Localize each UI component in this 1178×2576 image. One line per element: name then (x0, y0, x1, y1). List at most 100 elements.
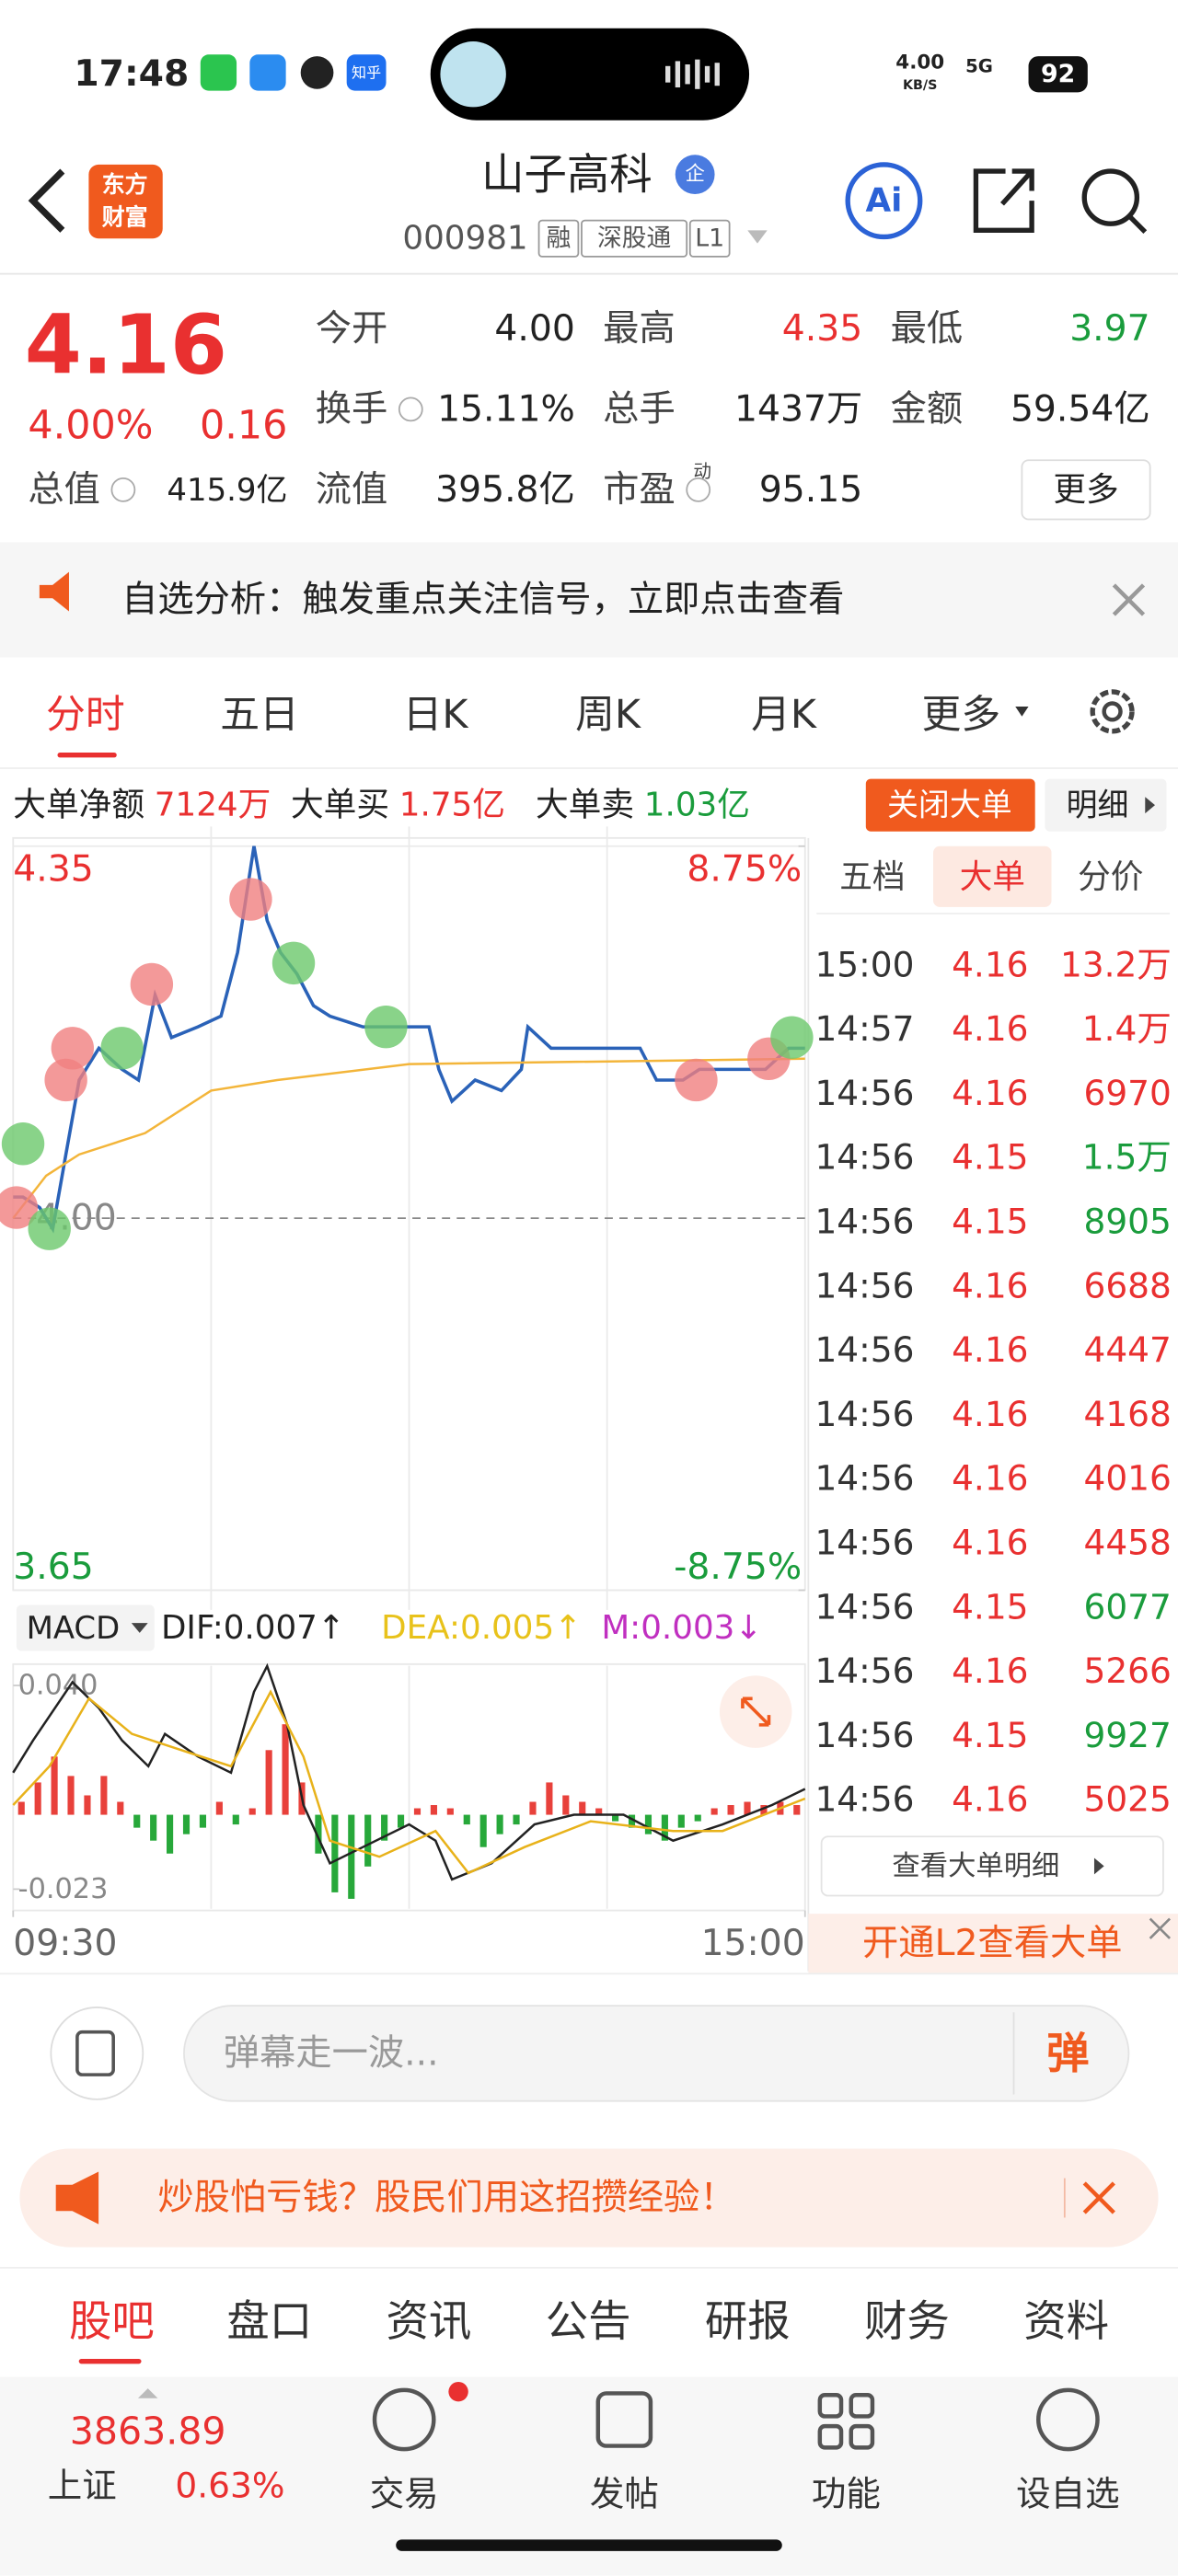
chart-tab[interactable]: 更多 (922, 692, 1001, 738)
macd-bar (51, 1756, 58, 1815)
macd-bar (397, 1814, 405, 1828)
big-order-marker (1, 1122, 45, 1166)
more-button[interactable] (1021, 459, 1151, 521)
big-order-marker (364, 1005, 408, 1049)
indicator-name[interactable]: MACD (27, 1610, 121, 1646)
index-value: 3863.89 (70, 2409, 226, 2454)
comment-icon[interactable] (50, 2007, 144, 2100)
macd-bar (727, 1805, 734, 1815)
expand-icon (741, 1696, 771, 1727)
ad-banner[interactable] (19, 2148, 1159, 2248)
macd-bar (348, 1814, 355, 1899)
notice-bar[interactable] (0, 542, 1178, 658)
bottom-tab[interactable]: 财务 (864, 2296, 950, 2346)
close-notice[interactable] (1112, 583, 1146, 616)
side-tab[interactable]: 分价 (1078, 858, 1143, 896)
close-ad[interactable] (1082, 2181, 1115, 2214)
series-line (12, 1057, 805, 1219)
divider (0, 1972, 1178, 1975)
app-icon (346, 54, 387, 91)
app-icon (200, 54, 237, 91)
trade-price: 4.16 (952, 1329, 1028, 1370)
big-order-label: 大单买 (291, 787, 389, 824)
caret (1145, 797, 1156, 814)
net-speed: 4.00 (895, 52, 944, 75)
comment-input[interactable] (183, 2005, 1130, 2102)
macd-bar (100, 1776, 108, 1815)
logo-text: 财富 (102, 204, 148, 231)
nav-label[interactable]: 发帖 (590, 2473, 659, 2513)
back-button[interactable] (28, 168, 65, 233)
change-pct: 4.00% (28, 403, 153, 449)
chart-tab[interactable]: 分时 (46, 692, 125, 738)
trade-time: 14:56 (814, 1265, 914, 1305)
bottom-tab[interactable]: 股吧 (69, 2296, 155, 2346)
y2-tick-label: 8.75% (687, 848, 802, 890)
trades-more-label[interactable]: 查看大单明细 (892, 1850, 1059, 1882)
trade-icon[interactable] (372, 2387, 436, 2452)
big-order-value: 1.03亿 (644, 787, 750, 824)
trade-time: 14:56 (814, 1394, 914, 1434)
ai-button[interactable] (845, 162, 923, 240)
trade-volume: 5025 (1083, 1779, 1171, 1820)
more-button-label[interactable]: 更多 (1053, 471, 1118, 509)
detail-label[interactable]: 明细 (1067, 788, 1129, 823)
share-button[interactable] (973, 168, 1034, 233)
l2-banner[interactable] (808, 1914, 1178, 1973)
caret (137, 2388, 158, 2398)
detail-button[interactable] (1045, 778, 1167, 832)
trades-more-button[interactable] (820, 1835, 1164, 1897)
big-order-marker (229, 878, 272, 921)
indicator-selector[interactable] (16, 1604, 155, 1651)
stock-code: 000981 (402, 220, 527, 258)
close-big-order-label[interactable]: 关闭大单 (887, 788, 1012, 823)
y-tick-label: -0.023 (18, 1873, 109, 1905)
trade-volume: 4447 (1083, 1329, 1171, 1370)
tag: 融 (547, 224, 572, 253)
big-order-marker (51, 1027, 95, 1070)
sound-wave (665, 59, 720, 89)
nav-label[interactable]: 交易 (370, 2473, 439, 2513)
stat-sup: 动 (693, 461, 711, 482)
side-tab[interactable]: 大单 (960, 858, 1025, 896)
chart-tab[interactable]: 周K (575, 692, 641, 738)
function-icon[interactable] (817, 2393, 875, 2450)
macd-bar (282, 1724, 289, 1815)
watchlist-icon[interactable] (1036, 2387, 1100, 2452)
macd-bar (150, 1814, 157, 1841)
comment-placeholder[interactable]: 弹幕走一波... (224, 2032, 439, 2074)
bottom-tab[interactable]: 资讯 (387, 2296, 472, 2346)
bottom-tab[interactable]: 资料 (1023, 2296, 1109, 2346)
chart-tab[interactable]: 日K (403, 692, 469, 738)
bottom-tab[interactable]: 研报 (705, 2296, 791, 2346)
side-tab[interactable]: 五档 (839, 858, 905, 896)
bottom-tab[interactable]: 盘口 (226, 2296, 312, 2346)
post-icon[interactable] (595, 2391, 653, 2448)
l2-label[interactable]: 开通L2查看大单 (862, 1923, 1122, 1964)
settings-button[interactable] (1090, 689, 1135, 734)
search-button[interactable] (1081, 168, 1140, 226)
tag (688, 219, 731, 258)
macd-bar (182, 1814, 191, 1834)
big-order-marker (770, 1016, 814, 1059)
close-big-order-button[interactable] (865, 778, 1035, 832)
badge-dot (448, 2381, 468, 2402)
chart-tab[interactable]: 月K (751, 692, 817, 738)
trade-price: 4.16 (952, 1073, 1028, 1113)
trade-price: 4.15 (952, 1202, 1028, 1242)
big-order-marker (271, 941, 316, 985)
nav-label[interactable]: 设自选 (1016, 2473, 1119, 2513)
chart-tab[interactable]: 五日 (220, 692, 299, 738)
ad-text[interactable]: 炒股怕亏钱？股民们用这招攒经验！ (157, 2178, 735, 2219)
notice-text[interactable]: 自选分析：触发重点关注信号，立即点击查看 (121, 579, 844, 620)
macd-bar (529, 1801, 537, 1815)
danmaku-button[interactable]: 弹 (1046, 2029, 1089, 2078)
nav-label[interactable]: 功能 (812, 2473, 881, 2513)
macd-bar (248, 1808, 256, 1815)
macd-bar (496, 1814, 503, 1834)
bottom-tab[interactable]: 公告 (546, 2296, 631, 2346)
x-tick-label: 15:00 (701, 1923, 805, 1964)
close-l2[interactable] (1149, 1917, 1172, 1939)
stat-value: 59.54亿 (1011, 388, 1150, 430)
